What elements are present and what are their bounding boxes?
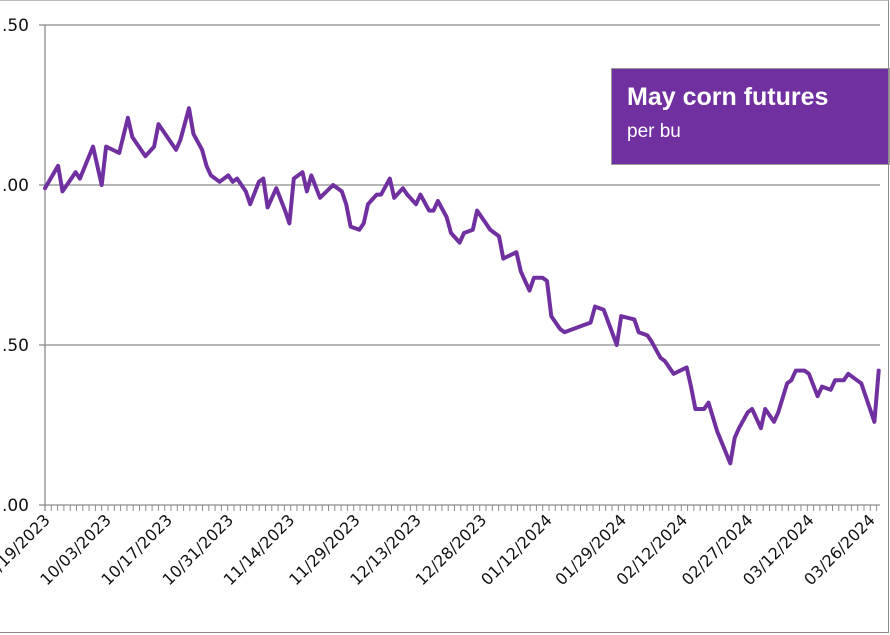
axes [39,24,880,511]
chart-subtitle: per bu [627,121,681,142]
y-tick-labels: .50 .00 .50 .00 [2,16,29,516]
chart-title: May corn futures [627,83,829,111]
y-tick-label: .50 [2,16,29,36]
price-line [43,106,881,466]
series-line-group [43,106,881,466]
y-tick-label: .00 [2,176,29,196]
gridlines [45,24,880,346]
y-tick-label: .00 [2,496,29,516]
y-tick-label: .50 [2,336,29,356]
chart-title-box: May corn futures per bu [611,68,890,165]
